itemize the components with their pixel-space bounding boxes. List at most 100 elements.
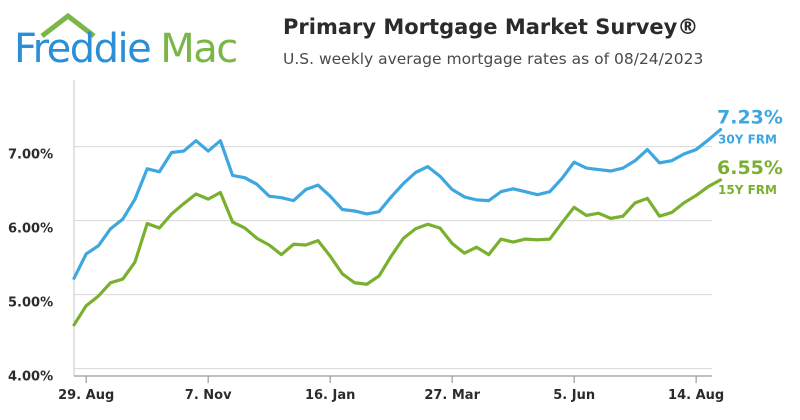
data-point: [707, 185, 710, 188]
data-point: [634, 201, 637, 204]
data-point: [353, 281, 356, 284]
data-point: [170, 151, 173, 154]
data-point: [207, 149, 210, 152]
data-point: [72, 277, 75, 280]
data-point: [414, 227, 417, 230]
data-point: [133, 198, 136, 201]
data-point: [524, 238, 527, 241]
data-point: [646, 148, 649, 151]
data-point: [548, 190, 551, 193]
data-point: [609, 217, 612, 220]
y-tick-label: 5.00%: [8, 296, 53, 311]
data-point: [536, 193, 539, 196]
data-point: [524, 190, 527, 193]
data-point: [365, 283, 368, 286]
data-point: [268, 243, 271, 246]
series-line-0: [72, 127, 723, 280]
data-point: [341, 272, 344, 275]
data-point: [97, 244, 100, 247]
data-point: [146, 222, 149, 225]
data-point: [219, 191, 222, 194]
data-point: [426, 165, 429, 168]
house-roof-icon: [40, 12, 96, 38]
data-point: [121, 218, 124, 221]
data-point: [438, 226, 441, 229]
data-point: [463, 195, 466, 198]
data-point: [243, 226, 246, 229]
data-point: [670, 159, 673, 162]
data-point: [316, 183, 319, 186]
data-point: [499, 238, 502, 241]
data-point: [243, 176, 246, 179]
series-end-labels: 7.23% 30Y FRM 6.55% 15Y FRM: [717, 107, 783, 197]
data-point: [426, 223, 429, 226]
data-point: [512, 240, 515, 243]
data-point: [597, 212, 600, 215]
data-point: [280, 253, 283, 256]
data-point: [158, 226, 161, 229]
data-point: [695, 148, 698, 151]
data-point: [451, 188, 454, 191]
data-point: [109, 227, 112, 230]
data-point: [219, 139, 222, 142]
data-point: [121, 277, 124, 280]
data-point: [475, 246, 478, 249]
data-point: [390, 255, 393, 258]
data-point: [85, 304, 88, 307]
data-point: [646, 197, 649, 200]
data-point: [304, 243, 307, 246]
data-point: [390, 195, 393, 198]
data-point: [133, 260, 136, 263]
gridlines: [74, 146, 712, 370]
x-tick-label: 27. Mar: [424, 388, 480, 403]
data-point: [451, 242, 454, 245]
data-point: [585, 166, 588, 169]
x-tick-label: 29. Aug: [58, 388, 114, 403]
data-point: [634, 159, 637, 162]
data-point: [609, 169, 612, 172]
chart-subtitle: U.S. weekly average mortgage rates as of…: [283, 50, 704, 68]
y-tick-label: 7.00%: [8, 148, 53, 163]
data-point: [585, 214, 588, 217]
x-tick-label: 5. Jun: [553, 388, 595, 403]
data-point: [304, 188, 307, 191]
data-point: [475, 198, 478, 201]
data-point: [438, 175, 441, 178]
data-point: [329, 255, 332, 258]
data-point: [72, 323, 75, 326]
data-point: [621, 166, 624, 169]
y-tick-label: 4.00%: [8, 370, 53, 385]
series-end-value: 7.23%: [717, 107, 783, 129]
data-point: [316, 239, 319, 242]
chart-title: Primary Mortgage Market Survey®: [283, 15, 699, 39]
data-point: [341, 208, 344, 211]
data-point: [292, 199, 295, 202]
data-point: [695, 194, 698, 197]
data-point: [170, 212, 173, 215]
data-point: [658, 161, 661, 164]
data-point: [182, 149, 185, 152]
freddie-mac-logo: Freddie Mac: [14, 10, 264, 72]
x-tick-label: 7. Nov: [185, 388, 232, 403]
data-point: [512, 187, 515, 190]
data-point: [365, 212, 368, 215]
data-point: [97, 294, 100, 297]
series-line-1: [72, 178, 723, 327]
x-tick-label: 14. Aug: [668, 388, 724, 403]
data-point: [158, 170, 161, 173]
data-point: [402, 182, 405, 185]
series-lines: [72, 127, 723, 327]
series-name-label: 15Y FRM: [718, 183, 777, 197]
data-point: [402, 237, 405, 240]
data-point: [560, 221, 563, 224]
data-point: [573, 161, 576, 164]
data-point: [573, 206, 576, 209]
data-point: [682, 152, 685, 155]
data-point: [255, 183, 258, 186]
data-point: [377, 275, 380, 278]
data-point: [280, 196, 283, 199]
data-point: [499, 190, 502, 193]
data-point: [414, 171, 417, 174]
data-point: [670, 211, 673, 214]
data-point: [682, 201, 685, 204]
